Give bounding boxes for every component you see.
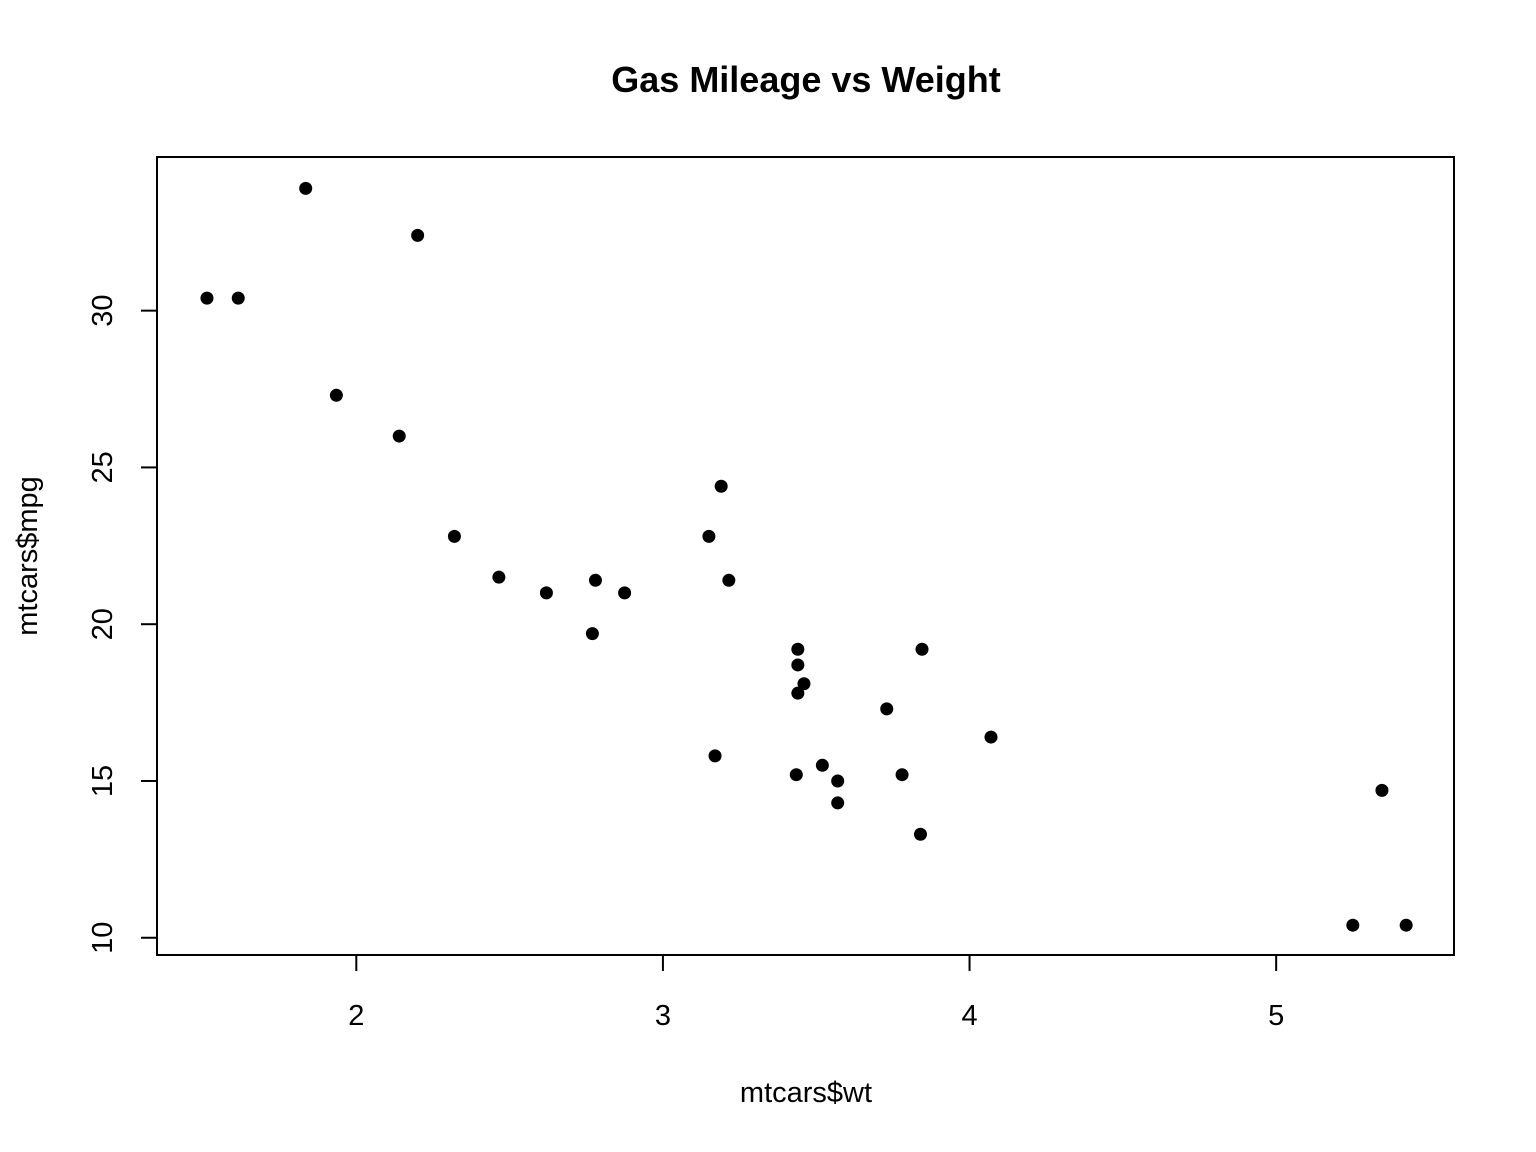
data-point bbox=[411, 228, 425, 242]
data-point bbox=[1375, 783, 1389, 797]
y-axis: 10 15 20 25 30 bbox=[87, 295, 158, 954]
data-point bbox=[329, 388, 343, 402]
plot-frame bbox=[156, 156, 1455, 956]
data-point bbox=[588, 573, 602, 587]
y-tick-label: 25 bbox=[87, 451, 119, 483]
data-point bbox=[392, 429, 406, 443]
data-point bbox=[492, 570, 506, 584]
y-tick-label: 30 bbox=[87, 295, 119, 327]
data-point bbox=[539, 586, 553, 600]
data-point bbox=[1346, 918, 1360, 932]
y-tick-label: 10 bbox=[87, 922, 119, 954]
data-point bbox=[791, 658, 805, 672]
data-point bbox=[585, 627, 599, 641]
data-point bbox=[789, 768, 803, 782]
data-point bbox=[618, 586, 632, 600]
data-point bbox=[1399, 918, 1413, 932]
data-point bbox=[984, 730, 998, 744]
x-axis: 2 3 4 5 bbox=[348, 954, 1284, 1032]
data-point bbox=[702, 529, 716, 543]
y-tick-label: 20 bbox=[87, 608, 119, 640]
data-point bbox=[714, 479, 728, 493]
data-point bbox=[880, 702, 894, 716]
data-point bbox=[915, 642, 929, 656]
data-point bbox=[831, 774, 845, 788]
data-point bbox=[895, 768, 909, 782]
y-axis-label: mtcars$mpg bbox=[12, 476, 44, 636]
data-point bbox=[231, 291, 245, 305]
data-point bbox=[708, 749, 722, 763]
x-tick-label: 5 bbox=[1268, 1000, 1284, 1032]
data-point bbox=[913, 827, 927, 841]
x-tick-label: 3 bbox=[655, 1000, 671, 1032]
data-point bbox=[797, 677, 811, 691]
data-point bbox=[299, 181, 313, 195]
y-tick-label: 15 bbox=[87, 765, 119, 797]
data-point bbox=[447, 529, 461, 543]
x-tick-label: 2 bbox=[348, 1000, 364, 1032]
data-point bbox=[791, 686, 805, 700]
x-axis-label: mtcars$wt bbox=[740, 1077, 872, 1109]
x-tick-label: 4 bbox=[961, 1000, 977, 1032]
data-point bbox=[200, 291, 214, 305]
data-point bbox=[831, 796, 845, 810]
data-points bbox=[200, 181, 1413, 932]
chart-title: Gas Mileage vs Weight bbox=[611, 59, 1000, 100]
data-point bbox=[722, 573, 736, 587]
data-point bbox=[791, 642, 805, 656]
data-point bbox=[815, 758, 829, 772]
